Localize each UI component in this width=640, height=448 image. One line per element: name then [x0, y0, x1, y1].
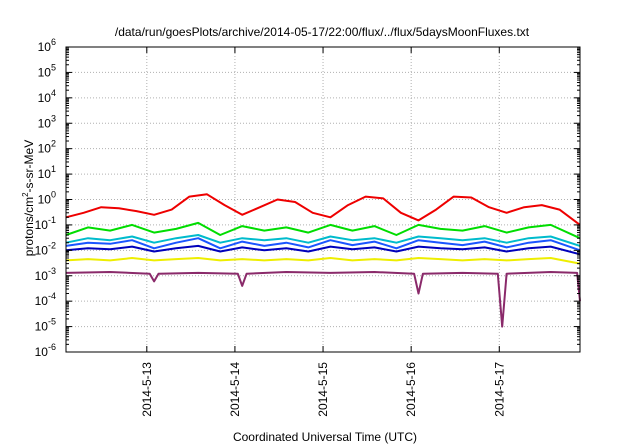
y-tick-labels: 10-610-510-410-310-210-11001011021031041…	[35, 37, 56, 359]
y-tick-label: 10-3	[35, 266, 56, 283]
x-tick-label: 2014-5-13	[140, 362, 154, 417]
y-tick-label: 104	[38, 88, 56, 105]
y-tick-label: 106	[38, 37, 56, 54]
y-tick-label: 10-1	[35, 215, 56, 232]
y-tick-label-exp: -3	[48, 266, 56, 276]
y-tick-label: 10-6	[35, 342, 56, 359]
y-tick-label-base: 10	[35, 218, 49, 232]
y-axis-label-rest: -s-sr-MeV	[22, 140, 36, 193]
y-tick-label-exp: 5	[51, 62, 56, 72]
y-tick-label-exp: -6	[48, 342, 56, 352]
y-tick-label-base: 10	[38, 193, 52, 207]
y-tick-label-exp: -4	[48, 291, 56, 301]
y-tick-label: 101	[38, 164, 56, 181]
y-tick-label-base: 10	[38, 167, 52, 181]
y-axis-label: protons/cm2-s-sr-MeV	[21, 140, 36, 256]
y-tick-label-base: 10	[35, 320, 49, 334]
y-tick-label-exp: -5	[48, 317, 56, 327]
y-axis-label-main: protons/cm	[22, 197, 36, 256]
y-tick-label-base: 10	[35, 269, 49, 283]
y-tick-label-base: 10	[38, 91, 52, 105]
y-tick-label-base: 10	[38, 65, 52, 79]
y-tick-label: 102	[38, 139, 56, 156]
y-tick-label-base: 10	[38, 142, 52, 156]
y-tick-label-base: 10	[35, 294, 49, 308]
x-tick-label: 2014-5-15	[316, 362, 330, 417]
series-line-5	[65, 257, 581, 265]
y-tick-label-exp: 6	[51, 37, 56, 47]
y-axis-label-sup: 2	[21, 192, 30, 197]
y-tick-label-exp: -1	[48, 215, 56, 225]
series-line-1	[65, 221, 581, 240]
x-tick-label: 2014-5-14	[228, 362, 242, 417]
y-tick-label-exp: 1	[51, 164, 56, 174]
series-line-4	[65, 244, 581, 256]
series-line-6	[65, 271, 581, 328]
series-line-3	[65, 237, 581, 252]
tick-marks	[66, 46, 580, 353]
series-lines	[65, 193, 581, 328]
x-tick-label: 2014-5-17	[492, 362, 506, 417]
y-tick-label-exp: -2	[48, 240, 56, 250]
y-tick-label: 103	[38, 113, 56, 130]
y-tick-label-exp: 2	[51, 139, 56, 149]
series-line-7	[65, 193, 581, 226]
y-tick-label: 10-4	[35, 291, 56, 308]
chart-title: /data/run/goesPlots/archive/2014-05-17/2…	[115, 25, 530, 39]
y-tick-label-exp: 0	[51, 190, 56, 200]
y-tick-label: 100	[38, 190, 56, 207]
x-axis-label: Coordinated Universal Time (UTC)	[233, 430, 417, 444]
y-tick-label: 10-5	[35, 317, 56, 334]
y-tick-label-base: 10	[38, 40, 52, 54]
x-tick-label: 2014-5-16	[404, 362, 418, 417]
y-tick-label-base: 10	[35, 345, 49, 359]
y-tick-label-exp: 4	[51, 88, 56, 98]
x-tick-labels: 2014-5-13 2014-5-14 2014-5-15 2014-5-16 2014…	[140, 362, 506, 417]
y-tick-label: 105	[38, 62, 56, 79]
y-tick-label-exp: 3	[51, 113, 56, 123]
y-tick-label-base: 10	[35, 243, 49, 257]
series-line-2	[65, 234, 581, 247]
y-tick-label-base: 10	[38, 116, 52, 130]
y-tick-label: 10-2	[35, 240, 56, 257]
